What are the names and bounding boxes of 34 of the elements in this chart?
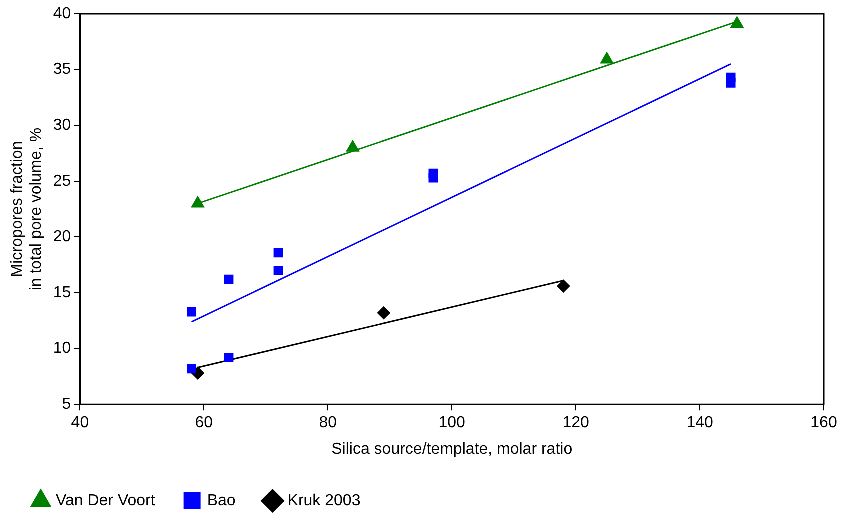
y-tick-label: 25 xyxy=(53,172,72,190)
x-tick-label: 100 xyxy=(438,414,466,432)
y-tick-label: 5 xyxy=(62,396,72,414)
point xyxy=(224,274,234,284)
point xyxy=(557,280,570,293)
point xyxy=(377,306,390,320)
x-tick-label: 60 xyxy=(195,414,214,432)
x-tick-label: 40 xyxy=(71,414,90,432)
y-axis-title: Micropores fraction in total pore volume, % xyxy=(9,128,46,291)
y-tick-label: 20 xyxy=(53,228,72,246)
legend-label: Van Der Voort xyxy=(56,492,156,510)
x-tick-label: 160 xyxy=(810,414,838,432)
point xyxy=(224,352,234,362)
point xyxy=(346,140,360,152)
y-tick-label: 30 xyxy=(53,117,72,134)
point xyxy=(726,78,736,88)
point xyxy=(187,364,197,374)
point xyxy=(428,173,438,183)
x-tick-label: 120 xyxy=(562,414,590,432)
y-tick-label: 10 xyxy=(53,340,72,358)
point xyxy=(730,16,744,28)
point xyxy=(600,52,614,64)
y-tick-label: 35 xyxy=(53,61,72,78)
point xyxy=(274,266,284,276)
legend-label: Bao xyxy=(207,492,236,510)
point xyxy=(274,248,284,258)
x-tick-label: 80 xyxy=(319,414,338,432)
x-axis-title: Silica source/template, molar ratio xyxy=(332,440,573,458)
y-tick-label: 15 xyxy=(53,284,72,302)
point xyxy=(191,196,205,208)
y-tick-label: 40 xyxy=(53,5,72,22)
legend-label: Kruk 2003 xyxy=(288,492,361,510)
x-tick-label: 140 xyxy=(686,414,714,432)
point xyxy=(187,307,197,317)
